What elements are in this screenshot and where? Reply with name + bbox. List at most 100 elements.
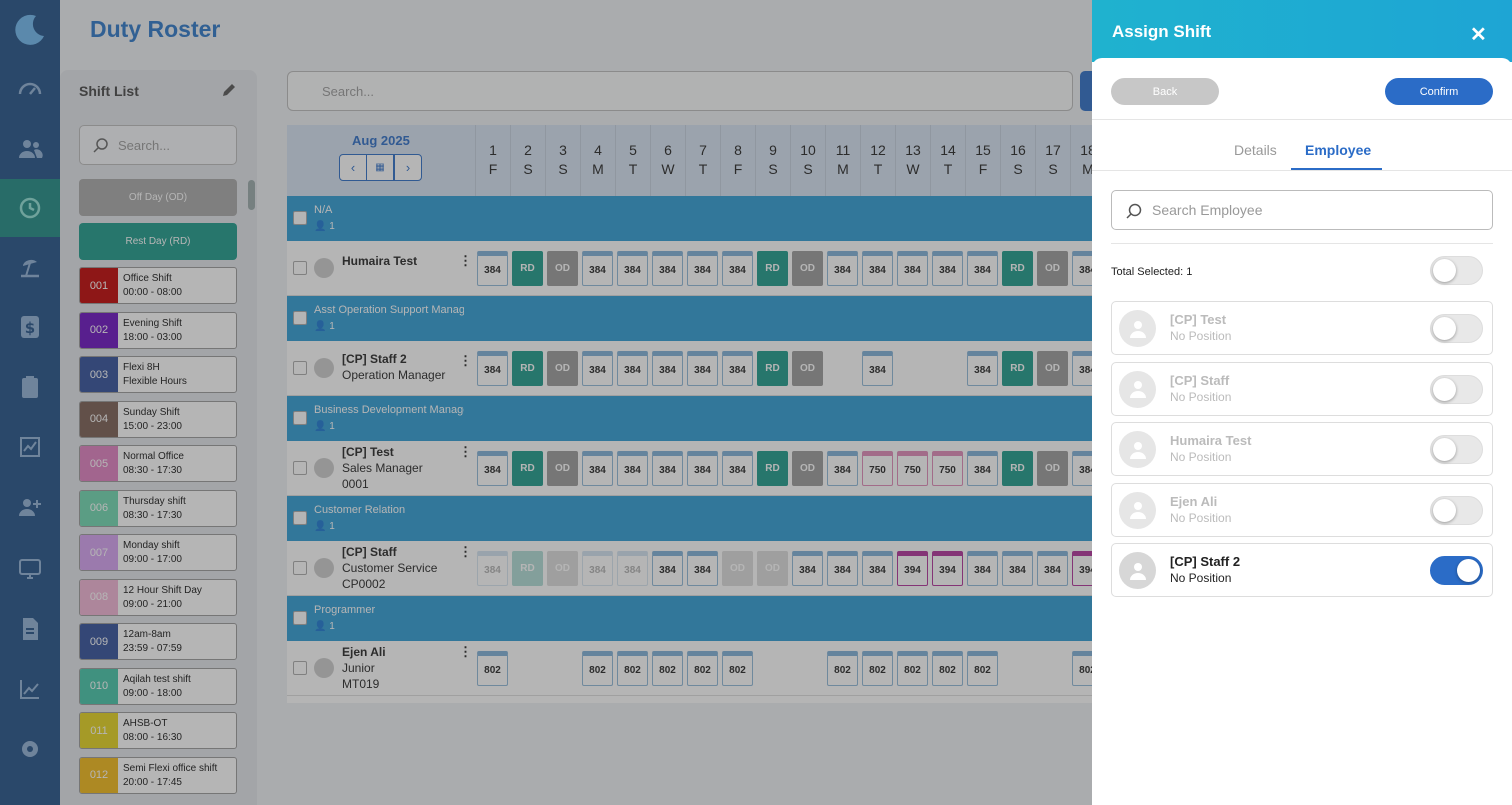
shift-cell[interactable]: OD: [547, 551, 578, 586]
back-button[interactable]: Back: [1111, 78, 1219, 105]
shift-cell[interactable]: 384: [722, 251, 753, 286]
shift-cell[interactable]: 384: [617, 251, 648, 286]
shift-cell[interactable]: RD: [1002, 451, 1033, 486]
shift-cell[interactable]: 384: [582, 351, 613, 386]
shift-card[interactable]: 007 Monday shift 09:00 - 17:00: [79, 534, 237, 571]
moon-logo-icon[interactable]: [12, 12, 48, 48]
sidebar-item-documents[interactable]: [0, 600, 60, 658]
group-checkbox[interactable]: [293, 411, 307, 425]
employee-card[interactable]: [CP] Test No Position: [1111, 301, 1493, 355]
shift-cell[interactable]: OD: [757, 551, 788, 586]
employee-card[interactable]: [CP] Staff 2 No Position: [1111, 543, 1493, 597]
shift-cell[interactable]: OD: [722, 551, 753, 586]
shift-cell[interactable]: 384: [652, 351, 683, 386]
shift-cell[interactable]: RD: [512, 551, 543, 586]
shift-cell[interactable]: 384: [932, 251, 963, 286]
shift-cell[interactable]: 384: [582, 451, 613, 486]
shift-cell[interactable]: RD: [512, 451, 543, 486]
shift-cell[interactable]: 384: [687, 451, 718, 486]
shift-cell[interactable]: RD: [757, 251, 788, 286]
confirm-button[interactable]: Confirm: [1385, 78, 1493, 105]
shift-card[interactable]: 010 Aqilah test shift 09:00 - 18:00: [79, 667, 237, 705]
shift-cell[interactable]: OD: [1037, 251, 1068, 286]
shift-cell[interactable]: 802: [827, 651, 858, 686]
employee-checkbox[interactable]: [293, 661, 307, 675]
shift-cell[interactable]: 802: [617, 651, 648, 686]
shift-cell[interactable]: 384: [617, 451, 648, 486]
shift-cell[interactable]: 384: [652, 451, 683, 486]
shift-cell[interactable]: 384: [967, 451, 998, 486]
shift-card[interactable]: 001 Office Shift 00:00 - 08:00: [79, 267, 237, 304]
shift-card[interactable]: 009 12am-8am 23:59 - 07:59: [79, 623, 237, 660]
shift-card[interactable]: 002 Evening Shift 18:00 - 03:00: [79, 311, 237, 349]
shift-cell[interactable]: 384: [792, 551, 823, 586]
roster-search-input[interactable]: Search...: [287, 71, 1073, 111]
shift-card[interactable]: 004 Sunday Shift 15:00 - 23:00: [79, 400, 237, 438]
group-checkbox[interactable]: [293, 511, 307, 525]
shift-cell[interactable]: 384: [827, 251, 858, 286]
shift-cell[interactable]: 750: [862, 451, 893, 486]
shift-cell[interactable]: 394: [932, 551, 963, 586]
shift-cell[interactable]: 384: [582, 251, 613, 286]
group-checkbox[interactable]: [293, 611, 307, 625]
shift-cell[interactable]: 384: [722, 451, 753, 486]
shift-cell[interactable]: 384: [1002, 551, 1033, 586]
shift-cell[interactable]: RD: [1002, 251, 1033, 286]
shift-cell[interactable]: 384: [897, 251, 928, 286]
employee-checkbox[interactable]: [293, 261, 307, 275]
employee-toggle[interactable]: [1430, 314, 1483, 343]
shift-cell[interactable]: RD: [757, 351, 788, 386]
shift-cell[interactable]: 384: [582, 551, 613, 586]
tab-employee[interactable]: Employee: [1305, 142, 1372, 158]
sidebar-item-add-user[interactable]: [0, 478, 60, 536]
off-day-button[interactable]: Off Day (OD): [79, 179, 237, 216]
shift-cell[interactable]: 802: [652, 651, 683, 686]
shift-cell[interactable]: 384: [687, 551, 718, 586]
shift-cell[interactable]: 384: [967, 551, 998, 586]
shift-cell[interactable]: 384: [862, 251, 893, 286]
shift-cell[interactable]: OD: [792, 251, 823, 286]
shift-list-scrollbar[interactable]: [248, 180, 255, 210]
employee-search-input[interactable]: Search Employee: [1111, 190, 1493, 230]
shift-cell[interactable]: OD: [547, 451, 578, 486]
sidebar-item-analytics[interactable]: [0, 660, 60, 718]
sidebar-item-dashboard[interactable]: [0, 60, 60, 118]
employee-card[interactable]: Ejen Ali No Position: [1111, 482, 1493, 537]
shift-cell[interactable]: 384: [827, 451, 858, 486]
employee-checkbox[interactable]: [293, 361, 307, 375]
calendar-button[interactable]: ▦: [366, 154, 394, 181]
shift-cell[interactable]: 384: [827, 551, 858, 586]
shift-card[interactable]: 005 Normal Office 08:30 - 17:30: [79, 445, 237, 482]
close-icon[interactable]: ✕: [1470, 24, 1487, 46]
shift-cell[interactable]: 384: [477, 251, 508, 286]
shift-cell[interactable]: RD: [512, 351, 543, 386]
shift-cell[interactable]: 802: [967, 651, 998, 686]
next-month-button[interactable]: ›: [394, 154, 422, 181]
employee-card[interactable]: [CP] Staff No Position: [1111, 361, 1493, 416]
sidebar-item-tasks[interactable]: [0, 358, 60, 416]
shift-cell[interactable]: 802: [687, 651, 718, 686]
sidebar-item-roster[interactable]: [0, 179, 60, 237]
shift-cell[interactable]: OD: [792, 451, 823, 486]
shift-card[interactable]: 003 Flexi 8H Flexible Hours: [79, 356, 237, 393]
shift-cell[interactable]: 750: [897, 451, 928, 486]
shift-cell[interactable]: 384: [687, 251, 718, 286]
shift-cell[interactable]: 802: [932, 651, 963, 686]
shift-cell[interactable]: OD: [1037, 351, 1068, 386]
shift-cell[interactable]: 802: [862, 651, 893, 686]
employee-checkbox[interactable]: [293, 561, 307, 575]
modal-overlay[interactable]: [0, 0, 1092, 805]
shift-cell[interactable]: 802: [582, 651, 613, 686]
shift-card[interactable]: 008 12 Hour Shift Day 09:00 - 21:00: [79, 578, 237, 616]
shift-cell[interactable]: RD: [757, 451, 788, 486]
sidebar-item-reports[interactable]: [0, 418, 60, 476]
group-checkbox[interactable]: [293, 211, 307, 225]
pencil-icon[interactable]: [221, 82, 237, 98]
shift-cell[interactable]: RD: [1002, 351, 1033, 386]
sidebar-item-screen[interactable]: [0, 540, 60, 598]
employee-toggle[interactable]: [1430, 435, 1483, 464]
sidebar-item-payroll[interactable]: $: [0, 298, 60, 356]
sidebar-item-leave[interactable]: [0, 238, 60, 296]
group-checkbox[interactable]: [293, 311, 307, 325]
shift-cell[interactable]: 384: [477, 451, 508, 486]
